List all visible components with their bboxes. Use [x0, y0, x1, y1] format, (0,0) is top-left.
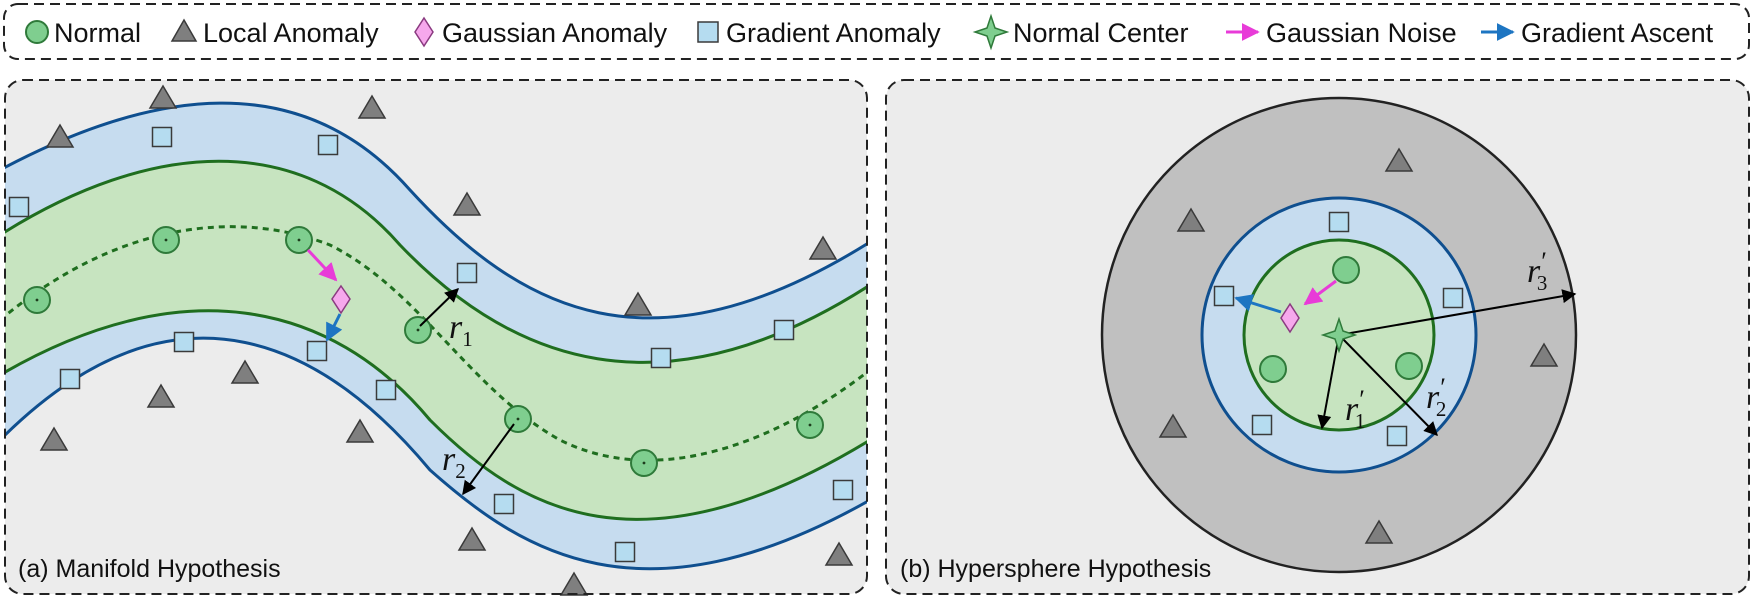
gradient-anomaly-point	[650, 347, 672, 369]
square-marker-icon	[697, 21, 719, 43]
legend-item-normal: Normal	[25, 18, 141, 48]
panel-b-caption: (b) Hypersphere Hypothesis	[900, 555, 1211, 583]
r2-label: r2	[442, 441, 466, 483]
gradient-anomaly-point	[59, 368, 81, 390]
legend-frame	[3, 3, 1750, 60]
blue-boundary-upper	[5, 101, 867, 320]
gradient-anomaly-point	[1442, 287, 1464, 309]
normal-point	[630, 449, 658, 477]
legend: Normal Local Anomaly Gaussian Anomaly Gr…	[3, 3, 1750, 60]
gradient-ascent-arrow	[325, 313, 343, 342]
legend-label: Local Anomaly	[203, 18, 379, 48]
gradient-anomaly-point	[1213, 285, 1235, 307]
panel-manifold: r1 r2 (a) Manifold Hypothesis	[4, 79, 868, 596]
legend-label: Gaussian Anomaly	[442, 18, 668, 48]
gradient-anomaly-point	[773, 319, 795, 341]
legend-item-gradient-anomaly: Gradient Anomaly	[697, 18, 941, 48]
gaussian-anomaly-point	[331, 284, 351, 315]
legend-item-gaussian-noise: Gaussian Noise	[1226, 18, 1457, 48]
r3-label: r′ 3	[1527, 247, 1547, 295]
triangle-marker-icon	[170, 18, 198, 42]
gradient-anomaly-point	[306, 340, 328, 362]
normal-point	[1332, 256, 1360, 284]
gradient-anomaly-point	[832, 479, 854, 501]
normal-point	[1395, 352, 1423, 380]
r2-arrow	[462, 423, 515, 496]
r1-arrow	[1317, 334, 1340, 430]
gaussian-anomaly-point	[1280, 302, 1300, 334]
normal-point	[404, 316, 432, 344]
gradient-anomaly-point	[1251, 414, 1273, 436]
normal-point	[23, 286, 51, 314]
normal-point	[285, 226, 313, 254]
legend-item-gradient-ascent: Gradient Ascent	[1481, 18, 1714, 48]
star-marker-icon	[972, 13, 1010, 51]
legend-item-gaussian-anomaly: Gaussian Anomaly	[414, 16, 668, 48]
panel-a-caption: (a) Manifold Hypothesis	[18, 555, 281, 583]
r2-arrow	[1338, 334, 1438, 436]
gradient-anomaly-point	[614, 541, 636, 563]
legend-item-local-anomaly: Local Anomaly	[170, 18, 379, 48]
normal-point	[504, 405, 532, 433]
green-boundary-lower	[5, 309, 867, 521]
r1-label: r′ 1	[1345, 385, 1365, 433]
normal-marker-icon	[25, 20, 49, 44]
gradient-anomaly-point	[375, 379, 397, 401]
blue-boundary-lower	[5, 336, 867, 571]
gradient-anomaly-point	[493, 493, 515, 515]
gradient-anomaly-point	[456, 262, 478, 284]
gaussian-noise-arrow	[1303, 279, 1337, 306]
gradient-anomaly-point	[151, 126, 173, 148]
normal-point	[1259, 355, 1287, 383]
panel-a-frame	[4, 79, 868, 595]
gradient-anomaly-point	[1386, 425, 1408, 447]
gradient-anomaly-point	[173, 331, 195, 353]
r1-arrow	[419, 288, 460, 327]
green-band	[5, 161, 867, 520]
legend-label: Normal Center	[1013, 18, 1189, 48]
gaussian-noise-arrow	[306, 248, 338, 282]
panel-hypersphere: r′ 1 r′ 2 r′ 3 (b) Hypersphere Hypothesis	[885, 79, 1750, 595]
r1-label: r1	[449, 309, 473, 351]
legend-item-normal-center: Normal Center	[972, 13, 1189, 51]
diamond-marker-icon	[414, 16, 434, 48]
green-boundary-upper	[5, 159, 867, 364]
r2-label: r′ 2	[1426, 373, 1446, 421]
legend-label: Gradient Anomaly	[726, 18, 941, 48]
panel-b-frame	[885, 79, 1750, 595]
normal-point	[152, 226, 180, 254]
normal-point	[796, 411, 824, 439]
gradient-anomaly-point	[8, 196, 30, 218]
r3-arrow	[1338, 289, 1577, 336]
legend-label: Gaussian Noise	[1266, 18, 1457, 48]
normal-center-point	[1320, 316, 1358, 354]
gradient-anomaly-point	[1328, 211, 1350, 233]
legend-label: Gradient Ascent	[1521, 18, 1714, 48]
gradient-anomaly-point	[317, 134, 339, 156]
gradient-ascent-arrow	[1234, 294, 1282, 314]
legend-label: Normal	[54, 18, 141, 48]
